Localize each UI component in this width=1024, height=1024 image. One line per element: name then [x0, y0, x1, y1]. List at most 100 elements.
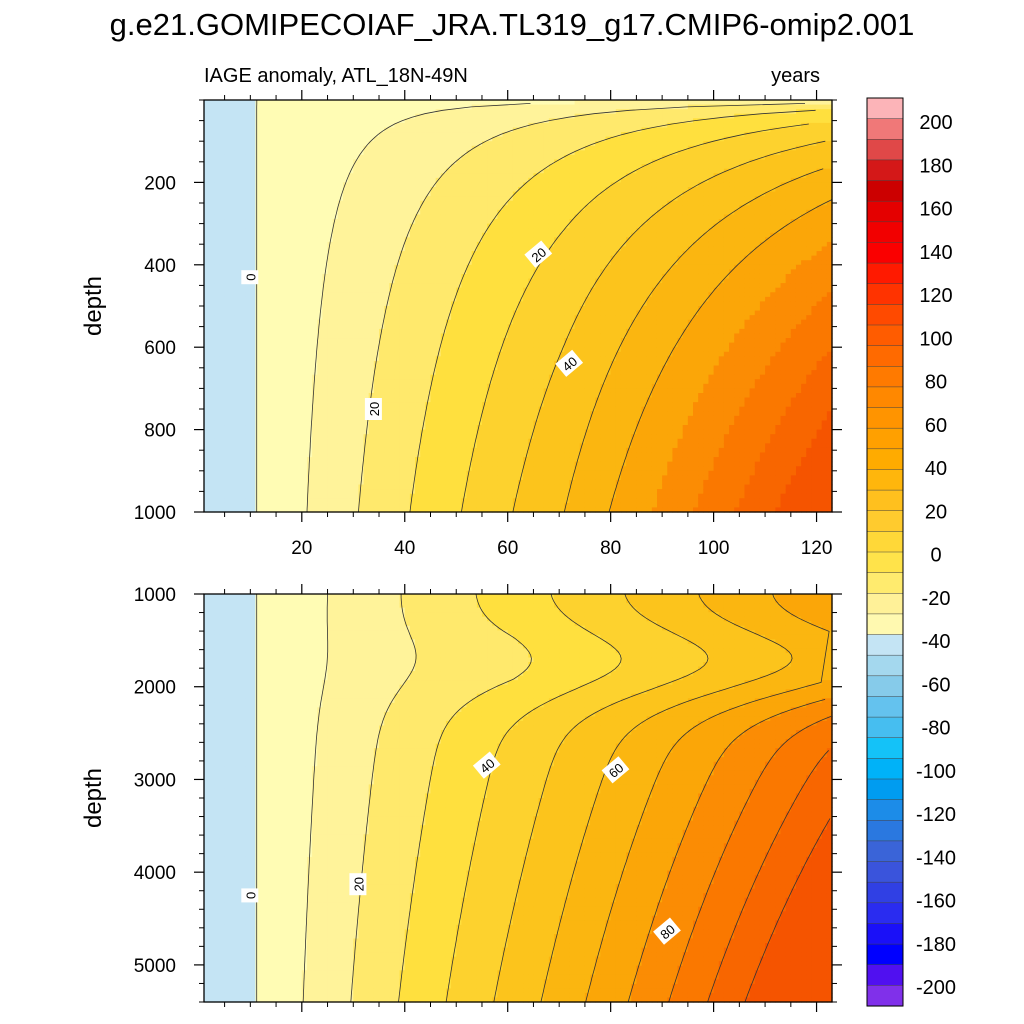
fill-cell: [245, 379, 251, 384]
fill-cell: [261, 219, 267, 224]
fill-cell: [292, 443, 298, 448]
fill-cell: [235, 489, 241, 494]
fill-cell: [281, 329, 287, 334]
fill-cell: [266, 306, 272, 311]
fill-cell: [209, 292, 215, 297]
fill-cell: [297, 370, 303, 375]
fill-cell: [209, 192, 215, 197]
fill-cell: [219, 224, 225, 229]
fill-cell: [250, 375, 256, 380]
fill-cell: [225, 498, 231, 503]
fill-cell: [297, 489, 303, 494]
fill-cell: [204, 127, 210, 132]
fill-cell: [245, 265, 251, 270]
fill-cell: [276, 105, 282, 110]
fill-cell: [271, 224, 277, 229]
fill-cell: [292, 118, 298, 123]
fill-cell: [271, 269, 277, 274]
fill-cell: [271, 178, 277, 183]
fill-cell: [225, 196, 231, 201]
fill-cell: [312, 173, 318, 178]
fill-cell: [204, 246, 210, 251]
fill-cell: [276, 160, 282, 165]
fill-cell: [276, 288, 282, 293]
fill-cell: [297, 260, 303, 265]
fill-cell: [302, 297, 308, 302]
fill-cell: [209, 187, 215, 192]
fill-cell: [271, 324, 277, 329]
fill-cell: [302, 256, 308, 261]
fill-cell: [219, 366, 225, 371]
fill-cell: [235, 370, 241, 375]
fill-cell: [225, 462, 231, 467]
fill-cell: [292, 352, 298, 357]
fill-cell: [292, 233, 298, 238]
fill-cell: [214, 141, 220, 146]
fill-cell: [204, 347, 210, 352]
fill-cell: [266, 196, 272, 201]
fill-cell: [271, 297, 277, 302]
fill-cell: [271, 205, 277, 210]
fill-cell: [261, 182, 267, 187]
fill-cell: [240, 402, 246, 407]
fill-cell: [261, 155, 267, 160]
fill-cell: [235, 297, 241, 302]
fill-cell: [250, 169, 256, 174]
fill-cell: [292, 265, 298, 270]
fill-cell: [250, 105, 256, 110]
fill-cell: [307, 127, 313, 132]
fill-cell: [230, 169, 236, 174]
fill-cell: [235, 301, 241, 306]
fill-cell: [281, 503, 287, 508]
fill-cell: [209, 379, 215, 384]
fill-cell: [225, 457, 231, 462]
fill-cell: [281, 338, 287, 343]
fill-cell: [204, 233, 210, 238]
fill-cell: [292, 448, 298, 453]
fill-cell: [307, 338, 313, 343]
fill-cell: [286, 118, 292, 123]
fill-cell: [225, 485, 231, 490]
fill-cell: [297, 150, 303, 155]
fill-cell: [235, 352, 241, 357]
fill-cell: [230, 137, 236, 142]
fill-cell: [286, 279, 292, 284]
fill-cell: [230, 224, 236, 229]
fill-cell: [209, 311, 215, 316]
fill-cell: [230, 251, 236, 256]
fill-cell: [276, 228, 282, 233]
fill-cell: [297, 425, 303, 430]
fill-cell: [276, 375, 282, 380]
fill-cell: [240, 320, 246, 325]
fill-cell: [297, 356, 303, 361]
fill-cell: [245, 201, 251, 206]
fill-cell: [307, 210, 313, 215]
fill-cell: [292, 155, 298, 160]
fill-cell: [219, 430, 225, 435]
fill-cell: [297, 118, 303, 123]
fill-cell: [271, 155, 277, 160]
fill-cell: [250, 233, 256, 238]
fill-cell: [302, 214, 308, 219]
fill-cell: [204, 480, 210, 485]
fill-cell: [250, 137, 256, 142]
fill-cell: [292, 356, 298, 361]
fill-cell: [245, 411, 251, 416]
fill-cell: [261, 260, 267, 265]
fill-cell: [250, 201, 256, 206]
fill-cell: [245, 233, 251, 238]
fill-cell: [250, 315, 256, 320]
fill-cell: [204, 370, 210, 375]
fill-cell: [281, 301, 287, 306]
fill-cell: [250, 475, 256, 480]
fill-cell: [214, 452, 220, 457]
fill-cell: [209, 164, 215, 169]
fill-cell: [225, 494, 231, 499]
fill-cell: [302, 150, 308, 155]
fill-cell: [261, 462, 267, 467]
fill-cell: [307, 425, 313, 430]
fill-cell: [261, 127, 267, 132]
fill-cell: [271, 173, 277, 178]
fill-cell: [286, 306, 292, 311]
fill-cell: [235, 466, 241, 471]
